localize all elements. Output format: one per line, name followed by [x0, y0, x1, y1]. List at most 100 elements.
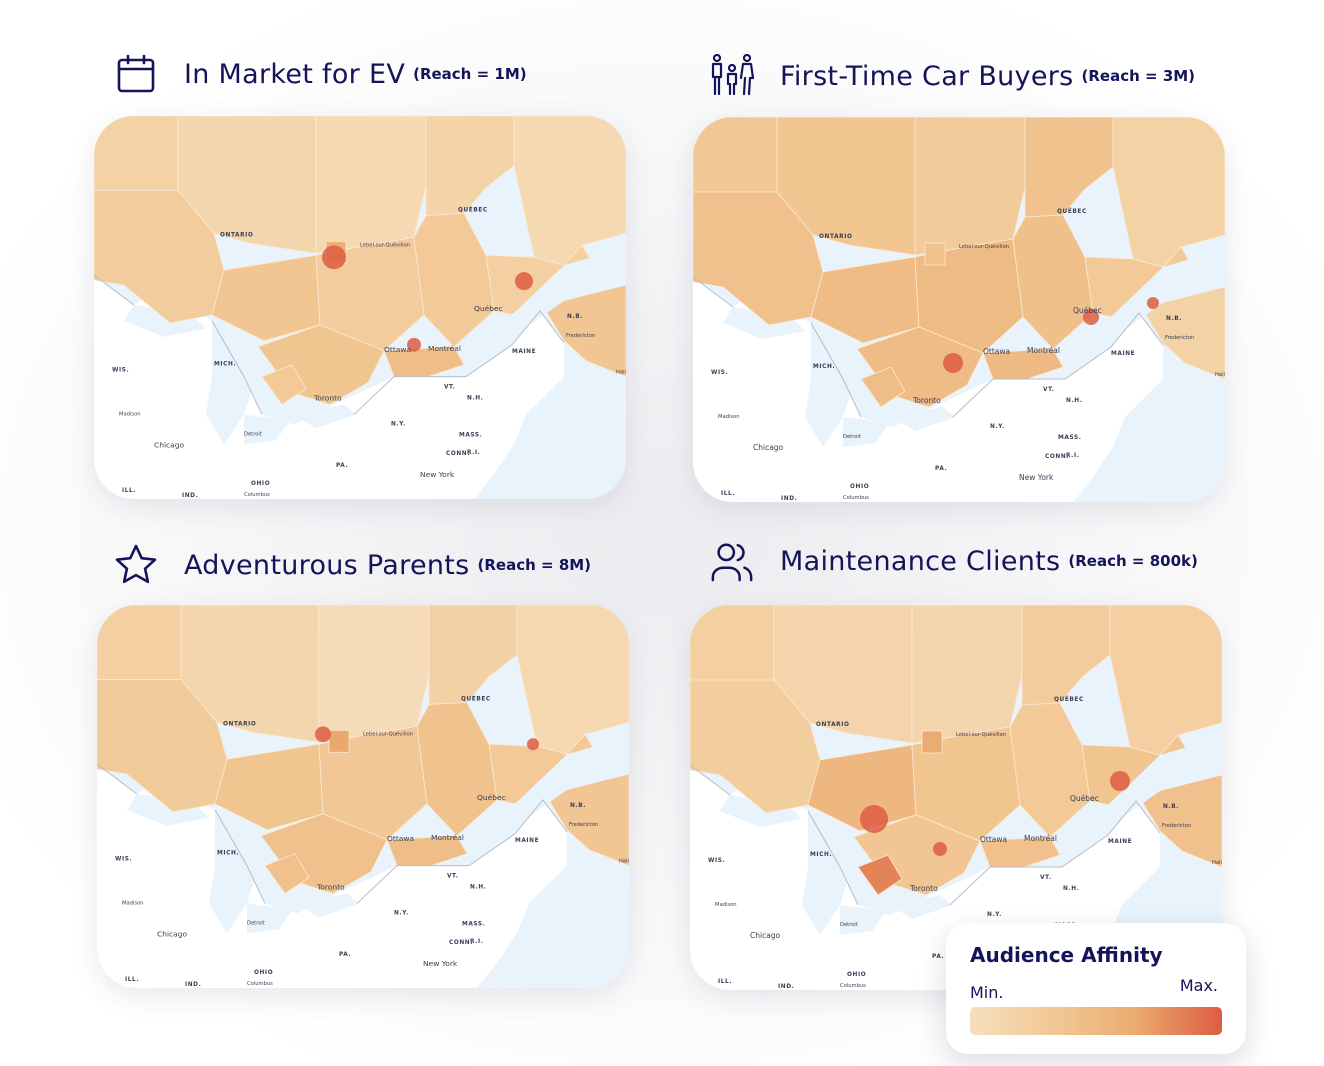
- map-label: N.Y.: [987, 912, 1002, 918]
- us-landmass: [97, 764, 567, 988]
- users-icon: [710, 539, 754, 583]
- region[interactable]: [261, 364, 307, 406]
- map-label: IND.: [778, 984, 794, 990]
- map-label: MASS.: [462, 921, 485, 927]
- map[interactable]: ONTARIO QUÉBEC Lebel-sur-Quévillon Québec Mo…: [97, 605, 629, 988]
- map-label: ONTARIO: [816, 722, 850, 728]
- hotspot[interactable]: [407, 337, 421, 352]
- map-label: Toronto: [909, 884, 938, 893]
- region[interactable]: [982, 348, 1064, 380]
- hotspot[interactable]: [933, 842, 947, 856]
- region[interactable]: [810, 256, 920, 344]
- map-label: N.H.: [470, 885, 486, 891]
- panel-header: First-Time Car Buyers (Reach = 3M): [710, 54, 1195, 98]
- map-label: CONN.: [446, 451, 470, 457]
- map-label: Québec: [474, 304, 503, 313]
- map-label: ONTARIO: [220, 232, 253, 238]
- region[interactable]: [386, 835, 468, 867]
- hotspot[interactable]: [1147, 297, 1159, 309]
- map-label: QUÉBEC: [461, 695, 491, 703]
- map[interactable]: ONTARIO QUÉBEC Lebel-sur-Quévillon Québec Mo…: [693, 117, 1225, 502]
- map-label: WIS.: [112, 368, 129, 374]
- region[interactable]: [264, 853, 310, 895]
- lake: [297, 893, 359, 918]
- panel-title: First-Time Car Buyers: [780, 60, 1074, 92]
- hotspot[interactable]: [1110, 771, 1130, 791]
- reach-label: (Reach = 8M): [477, 556, 592, 574]
- region[interactable]: [979, 836, 1061, 868]
- map-label: MICH.: [810, 852, 832, 858]
- region[interactable]: [693, 117, 778, 193]
- legend-max-label: Max.: [1179, 976, 1218, 995]
- region[interactable]: [214, 743, 324, 831]
- panel-title: Maintenance Clients: [780, 545, 1061, 577]
- region[interactable]: [921, 730, 943, 754]
- map-label: Chicago: [753, 443, 784, 452]
- lake: [843, 417, 889, 447]
- map-label: N.B.: [1166, 316, 1182, 322]
- map-label: Columbus: [840, 983, 866, 989]
- region[interactable]: [690, 605, 775, 681]
- map-label: N.B.: [1163, 804, 1179, 810]
- reach-label: (Reach = 3M): [1081, 67, 1196, 85]
- region[interactable]: [924, 242, 946, 266]
- map-label: R.I.: [1066, 453, 1080, 459]
- map-label: MAINE: [1111, 351, 1135, 357]
- map-label: Halifax: [616, 370, 626, 376]
- map-label: Madison: [715, 902, 737, 908]
- map-label: Lebel-sur-Quévillon: [956, 731, 1006, 738]
- map-label: MASS.: [1058, 435, 1082, 441]
- hotspot[interactable]: [315, 726, 331, 743]
- panel-header: Adventurous Parents (Reach = 8M): [114, 543, 591, 587]
- map-label: R.I.: [467, 450, 481, 456]
- legend-gradient-bar: [970, 1007, 1222, 1035]
- legend: Audience Affinity Min. Max.: [946, 923, 1246, 1054]
- lake: [840, 905, 886, 935]
- region[interactable]: [807, 744, 917, 832]
- us-landmass: [94, 275, 564, 499]
- map-label: MAINE: [515, 838, 539, 844]
- map-label: Montréal: [1027, 346, 1060, 355]
- map-label: MAINE: [512, 349, 536, 355]
- region[interactable]: [315, 116, 427, 254]
- hotspot[interactable]: [860, 805, 888, 833]
- map-label: PA.: [336, 463, 348, 469]
- map-label: OHIO: [251, 481, 270, 487]
- map-label: CONN.: [449, 940, 473, 946]
- map-label: Ottawa: [983, 347, 1010, 356]
- region[interactable]: [97, 605, 182, 681]
- map-label: Detroit: [244, 431, 262, 437]
- hotspot[interactable]: [1083, 309, 1099, 325]
- map[interactable]: ONTARIO QUÉBEC Lebel-sur-Quévillon Québec Mo…: [94, 116, 626, 499]
- map-label: ONTARIO: [819, 234, 853, 240]
- region[interactable]: [911, 605, 1023, 744]
- map-label: Detroit: [247, 920, 265, 926]
- map-label: Halifax: [1215, 372, 1225, 378]
- region[interactable]: [318, 605, 430, 743]
- hotspot[interactable]: [943, 353, 963, 373]
- map-label: ILL.: [122, 488, 136, 494]
- region[interactable]: [383, 346, 465, 378]
- map-label: Lebel-sur-Quévillon: [959, 243, 1009, 250]
- hotspot[interactable]: [515, 272, 533, 291]
- map-label: Detroit: [843, 434, 861, 440]
- map-label: MICH.: [214, 362, 236, 368]
- lake: [805, 323, 855, 447]
- region[interactable]: [860, 366, 906, 408]
- region[interactable]: [328, 729, 350, 753]
- map-label: Toronto: [912, 396, 941, 405]
- hotspot[interactable]: [527, 738, 539, 751]
- hotspot[interactable]: [322, 245, 346, 270]
- map-label: Québec: [477, 793, 506, 802]
- region[interactable]: [94, 116, 179, 192]
- map-label: New York: [423, 959, 458, 968]
- map-label: Québec: [1070, 794, 1099, 803]
- map-label: WIS.: [708, 858, 725, 864]
- boundary-line: [97, 763, 568, 904]
- region[interactable]: [857, 854, 903, 896]
- map-label: ILL.: [125, 977, 139, 983]
- lake: [209, 809, 259, 934]
- region[interactable]: [211, 254, 321, 342]
- region[interactable]: [914, 117, 1026, 256]
- map-label: Ottawa: [387, 834, 414, 843]
